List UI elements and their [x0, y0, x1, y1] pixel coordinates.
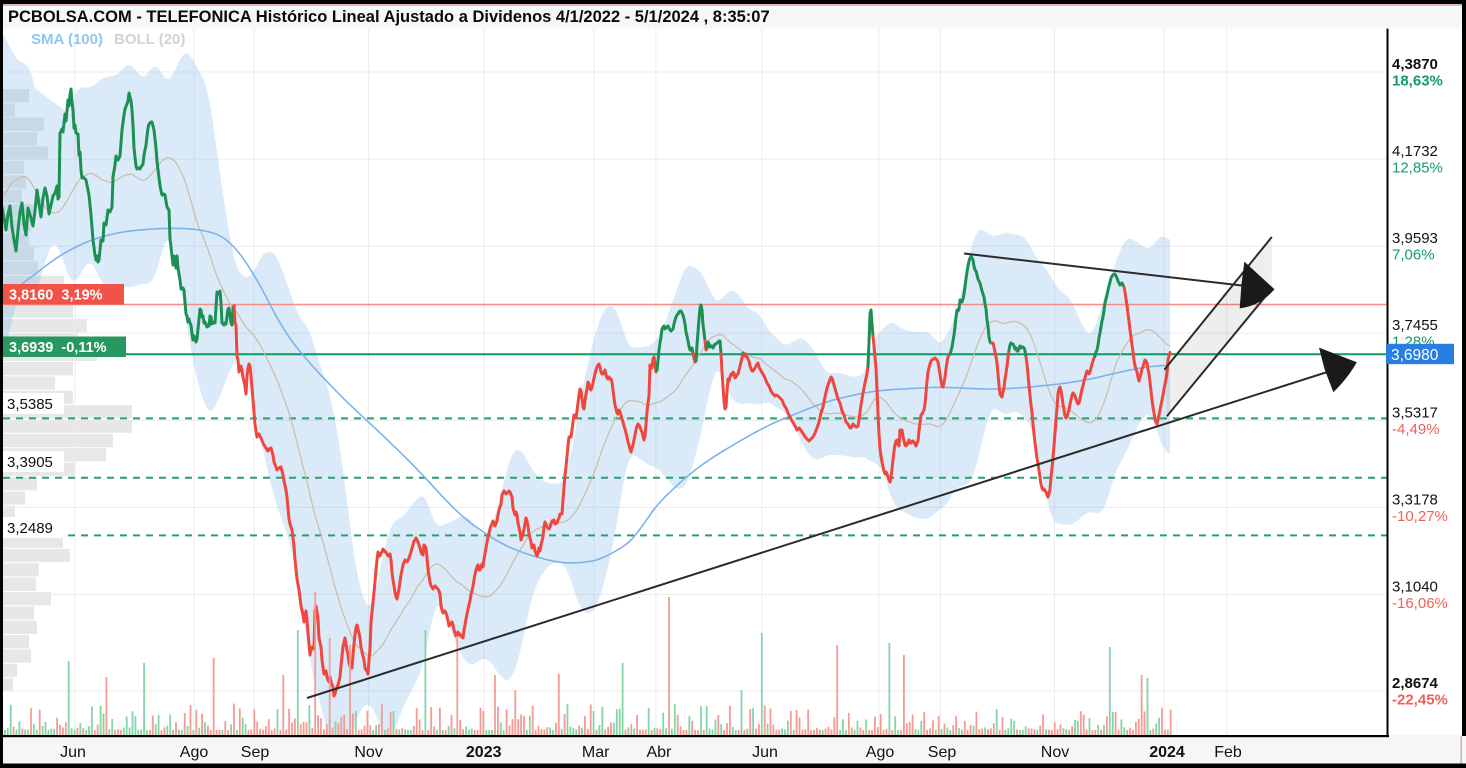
svg-text:PCBOLSA.COM - TELEFONICA Histó: PCBOLSA.COM - TELEFONICA Histórico Linea… [8, 8, 770, 26]
svg-text:3,6980: 3,6980 [1391, 347, 1439, 364]
svg-text:Ago: Ago [180, 744, 209, 761]
svg-text:3,7455: 3,7455 [1392, 317, 1438, 334]
svg-text:2,8674: 2,8674 [1392, 675, 1439, 692]
svg-text:7,06%: 7,06% [1392, 247, 1435, 264]
svg-text:-22,45%: -22,45% [1392, 691, 1448, 708]
svg-text:2024: 2024 [1149, 744, 1185, 761]
svg-text:3,2489: 3,2489 [7, 520, 53, 537]
svg-text:3,3178: 3,3178 [1392, 491, 1438, 508]
svg-text:Nov: Nov [1041, 744, 1069, 761]
svg-text:12,85%: 12,85% [1392, 160, 1443, 177]
svg-text:3,9593: 3,9593 [1392, 230, 1438, 247]
svg-text:BOLL (20): BOLL (20) [114, 31, 185, 48]
svg-text:4,1732: 4,1732 [1392, 143, 1438, 160]
svg-text:Feb: Feb [1214, 744, 1242, 761]
svg-text:18,63%: 18,63% [1392, 73, 1443, 90]
svg-text:SMA (100): SMA (100) [31, 31, 103, 48]
svg-text:4,3870: 4,3870 [1392, 56, 1438, 73]
svg-text:Abr: Abr [646, 744, 672, 761]
svg-text:Mar: Mar [582, 744, 610, 761]
svg-text:Sep: Sep [928, 744, 957, 761]
svg-text:-16,06%: -16,06% [1392, 595, 1448, 612]
svg-text:Ago: Ago [866, 744, 895, 761]
svg-text:Jun: Jun [60, 744, 86, 761]
svg-text:3,3905: 3,3905 [7, 454, 53, 471]
svg-text:Sep: Sep [241, 744, 270, 761]
svg-text:-10,27%: -10,27% [1392, 508, 1448, 525]
svg-text:Jun: Jun [752, 744, 778, 761]
svg-text:Nov: Nov [354, 744, 382, 761]
svg-text:3,6939 -0,11%: 3,6939 -0,11% [9, 340, 107, 356]
svg-text:3,5385: 3,5385 [7, 396, 53, 413]
svg-text:-4,49%: -4,49% [1392, 421, 1440, 438]
svg-text:3,8160 3,19%: 3,8160 3,19% [9, 288, 103, 304]
svg-text:2023: 2023 [466, 744, 502, 761]
svg-text:3,1040: 3,1040 [1392, 579, 1438, 596]
svg-text:3,5317: 3,5317 [1392, 404, 1438, 421]
